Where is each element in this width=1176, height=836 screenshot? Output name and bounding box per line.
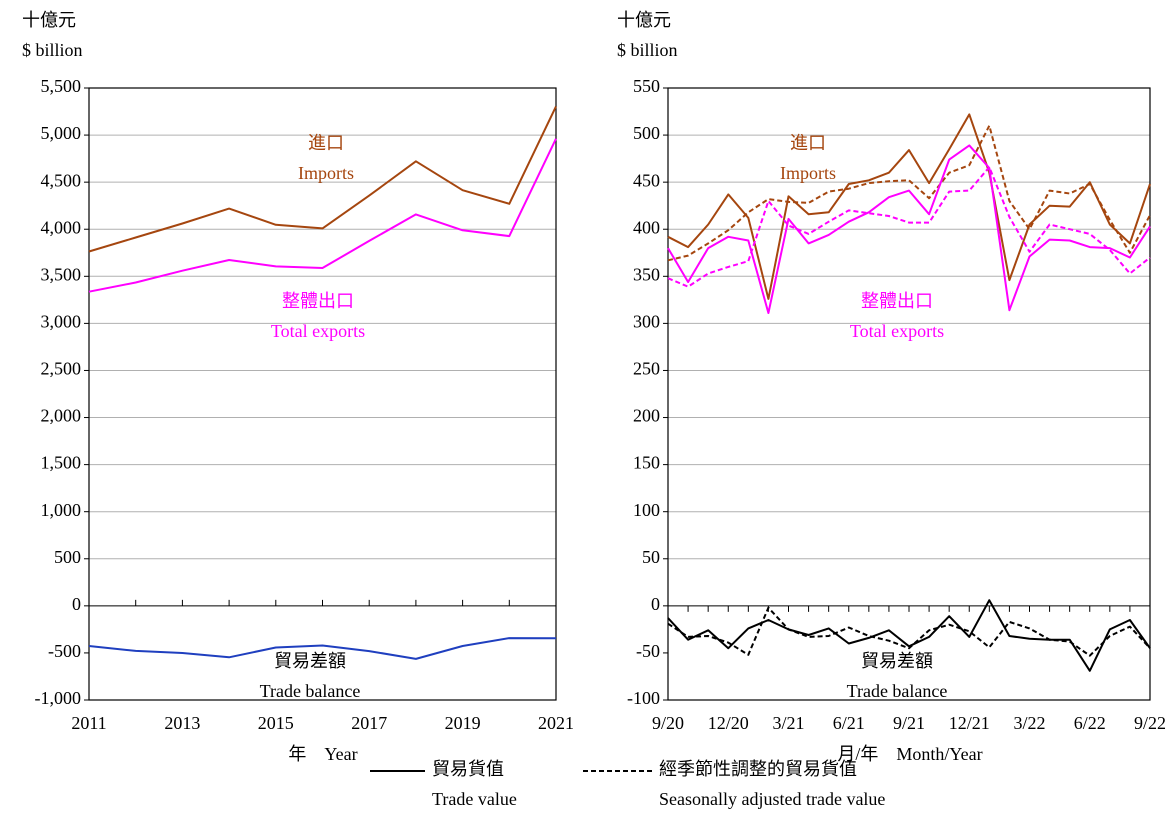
annotation: Total exports — [271, 321, 365, 341]
y-tick-label: 2,000 — [41, 406, 82, 426]
annotation: 整體出口 — [282, 291, 354, 311]
y-tick-label: 500 — [54, 547, 81, 567]
y-tick-label: -1,000 — [35, 688, 82, 708]
y-axis-label: $ billion — [22, 40, 83, 60]
x-tick-label: 3/21 — [772, 713, 804, 733]
y-tick-label: 550 — [633, 76, 660, 96]
series-line — [88, 637, 557, 660]
y-axis-label: 十億元 — [22, 10, 76, 30]
y-tick-label: 100 — [633, 500, 660, 520]
y-tick-label: 2,500 — [41, 359, 82, 379]
annotation: Imports — [780, 163, 836, 183]
legend-label: Trade value — [432, 789, 517, 809]
y-tick-label: 3,000 — [41, 312, 82, 332]
series-line — [88, 138, 557, 293]
y-tick-label: 4,500 — [41, 170, 82, 190]
x-tick-label: 2021 — [538, 713, 574, 733]
series-line — [667, 144, 1151, 314]
y-tick-label: -100 — [627, 688, 660, 708]
y-tick-label: 5,500 — [41, 76, 82, 96]
x-tick-label: 9/20 — [652, 713, 684, 733]
y-axis-label: $ billion — [617, 40, 678, 60]
x-tick-label: 9/22 — [1134, 713, 1166, 733]
y-tick-label: -50 — [636, 641, 660, 661]
annotation: 貿易差額 — [274, 651, 346, 671]
x-tick-label: 2013 — [164, 713, 200, 733]
legend-label: 經季節性調整的貿易貨值 — [659, 759, 857, 779]
x-tick-label: 3/22 — [1013, 713, 1045, 733]
x-tick-label: 12/21 — [949, 713, 990, 733]
y-tick-label: 400 — [633, 217, 660, 237]
legend-label: 貿易貨值 — [432, 759, 504, 779]
y-tick-label: 5,000 — [41, 123, 82, 143]
annotation: Trade balance — [847, 681, 948, 701]
x-tick-label: 2011 — [71, 713, 106, 733]
x-tick-label: 2019 — [445, 713, 481, 733]
annotation: 進口 — [790, 133, 826, 153]
y-tick-label: 4,000 — [41, 217, 82, 237]
y-tick-label: 0 — [651, 594, 660, 614]
y-tick-label: 150 — [633, 453, 660, 473]
series-line — [667, 166, 1151, 288]
x-tick-label: 9/21 — [893, 713, 925, 733]
annotation: 進口 — [308, 133, 344, 153]
x-tick-label: 6/21 — [833, 713, 865, 733]
series-line — [667, 124, 1151, 262]
y-axis-label: 十億元 — [617, 10, 671, 30]
plot-frame — [667, 87, 1151, 701]
series-line — [667, 113, 1151, 300]
y-tick-label: 50 — [642, 547, 660, 567]
x-axis-label: 月/年 Month/Year — [837, 744, 982, 764]
x-axis-label: 年 Year — [288, 744, 357, 764]
annotation: Total exports — [850, 321, 944, 341]
x-tick-label: 2017 — [351, 713, 387, 733]
y-tick-label: 250 — [633, 359, 660, 379]
annotation: 整體出口 — [861, 291, 933, 311]
y-tick-label: 350 — [633, 264, 660, 284]
legend-label: Seasonally adjusted trade value — [659, 789, 885, 809]
y-tick-label: 0 — [72, 594, 81, 614]
x-tick-label: 6/22 — [1074, 713, 1106, 733]
y-tick-label: -500 — [48, 641, 81, 661]
y-tick-label: 450 — [633, 170, 660, 190]
annotation: Imports — [298, 163, 354, 183]
plot-frame — [88, 87, 557, 701]
series-line — [667, 606, 1151, 657]
x-tick-label: 12/20 — [708, 713, 749, 733]
annotation: Trade balance — [260, 681, 361, 701]
annotation: 貿易差額 — [861, 651, 933, 671]
series-line — [88, 105, 557, 253]
series-line — [667, 599, 1151, 672]
x-tick-label: 2015 — [258, 713, 294, 733]
y-tick-label: 1,000 — [41, 500, 82, 520]
y-tick-label: 300 — [633, 312, 660, 332]
y-tick-label: 3,500 — [41, 264, 82, 284]
y-tick-label: 200 — [633, 406, 660, 426]
y-tick-label: 500 — [633, 123, 660, 143]
y-tick-label: 1,500 — [41, 453, 82, 473]
